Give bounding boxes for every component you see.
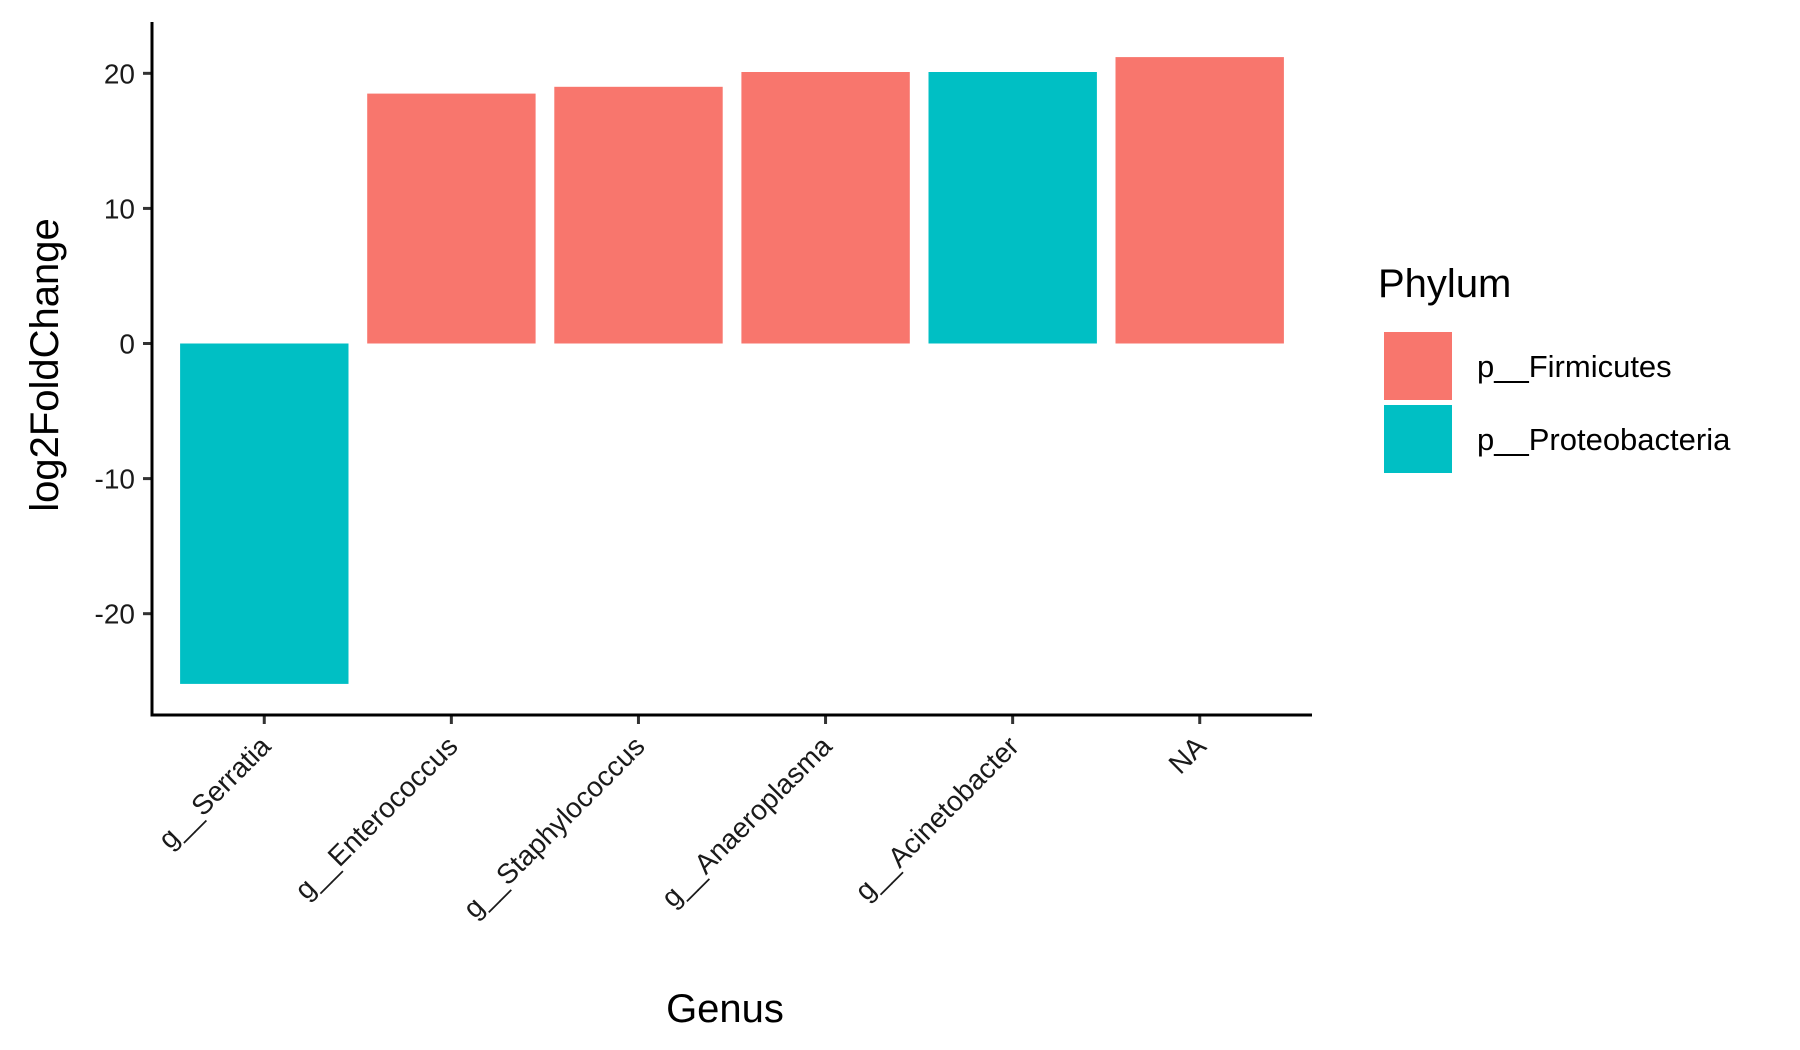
x-tick-label-na: NA <box>1163 730 1213 780</box>
bar-g-staphylococcus <box>554 86 723 344</box>
bar-g-anaeroplasma <box>741 72 910 344</box>
y-tick-label-1: -10 <box>95 464 135 495</box>
x-tick-label-g-serratia: g__Serratia <box>152 730 277 855</box>
x-axis-title: Genus <box>666 987 784 1031</box>
y-axis-title: log2FoldChange <box>23 218 67 512</box>
bar-g-enterococcus <box>367 93 536 344</box>
y-tick-label-2: 0 <box>119 329 135 360</box>
legend-swatch-firmicutes <box>1384 332 1452 400</box>
y-tick-label-0: -20 <box>95 599 135 630</box>
legend-title: Phylum <box>1378 262 1511 306</box>
bars-layer <box>180 57 1284 684</box>
bar-g-acinetobacter <box>928 72 1097 344</box>
legend-swatch-proteobacteria <box>1384 405 1452 473</box>
y-tick-label-4: 20 <box>104 58 135 89</box>
bar-g-serratia <box>180 343 349 684</box>
legend: Phylum p__Firmicutes p__Proteobacteria <box>1378 262 1731 473</box>
axes-layer <box>143 22 1312 724</box>
bar-na <box>1115 57 1284 344</box>
y-tick-label-3: 10 <box>104 193 135 224</box>
x-tick-label-g-anaeroplasma: g__Anaeroplasma <box>655 730 838 913</box>
x-tick-label-g-enterococcus: g__Enterococcus <box>289 730 464 905</box>
x-tick-label-g-staphylococcus: g__Staphylococcus <box>457 730 651 924</box>
legend-label-firmicutes: p__Firmicutes <box>1477 349 1672 384</box>
x-tick-label-g-acinetobacter: g__Acinetobacter <box>849 730 1025 906</box>
legend-label-proteobacteria: p__Proteobacteria <box>1477 422 1731 457</box>
